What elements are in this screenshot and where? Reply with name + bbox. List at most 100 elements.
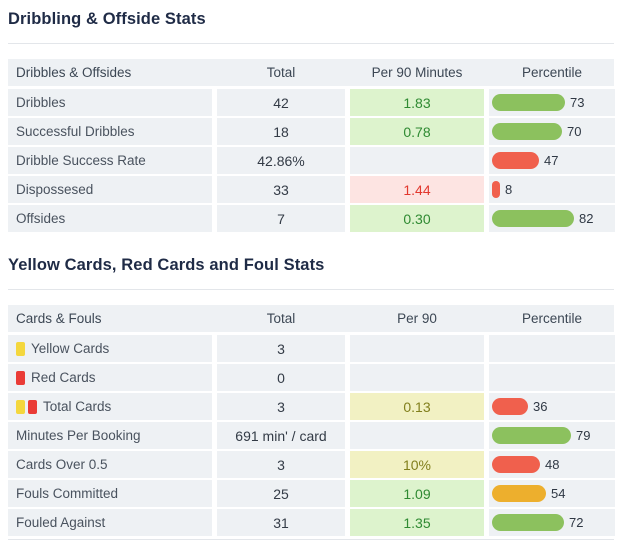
stat-label-cell: Fouls Committed [8, 480, 212, 507]
stat-label-cell: Yellow Cards [8, 335, 212, 362]
card-icons [16, 399, 37, 414]
table-body: Yellow Cards 3 Red Cards 0 [8, 335, 615, 536]
stat-percentile-cell: 8 [489, 176, 615, 203]
table-row: Dribbles 42 1.83 73 [8, 89, 615, 116]
stat-label: Cards Over 0.5 [16, 457, 108, 472]
stat-label-cell: Dribble Success Rate [8, 147, 212, 174]
stat-percentile-cell: 36 [489, 393, 615, 420]
column-header-per90: Per 90 [397, 311, 437, 326]
stat-per90-cell: 0.78 [350, 118, 484, 145]
table-row: Red Cards 0 [8, 364, 615, 391]
stat-percentile-cell: 48 [489, 451, 615, 478]
yellow-card-icon [16, 399, 25, 414]
table-header-row: Dribbles & Offsides Total Per 90 Minutes… [8, 59, 614, 86]
stat-per90-cell [350, 364, 484, 391]
table-row: Offsides 7 0.30 82 [8, 205, 615, 232]
stat-total-cell: 31 [217, 509, 345, 536]
stat-percentile-cell: 79 [489, 422, 615, 449]
percentile-bar [492, 514, 564, 531]
percentile-bar [492, 210, 574, 227]
column-header-stat: Dribbles & Offsides [16, 65, 132, 80]
stat-label-cell: Dispossesed [8, 176, 212, 203]
column-header-total: Total [266, 65, 296, 80]
sections-root: Dribbling & Offside Stats Dribbles & Off… [8, 9, 615, 536]
stat-total-cell: 691 min' / card [217, 422, 345, 449]
stat-per90-cell [350, 335, 484, 362]
table-header-row: Cards & Fouls Total Per 90 Percentile [8, 305, 614, 332]
stat-label-cell: Successful Dribbles [8, 118, 212, 145]
column-header-per90: Per 90 Minutes [371, 65, 463, 80]
stat-label: Fouls Committed [16, 486, 119, 501]
percentile-bar [492, 123, 562, 140]
stat-label-cell: Cards Over 0.5 [8, 451, 212, 478]
stat-label-cell: Total Cards [8, 393, 212, 420]
percentile-value: 79 [576, 428, 591, 443]
column-header-percentile: Percentile [521, 65, 583, 80]
stats-section: Yellow Cards, Red Cards and Foul Stats C… [8, 255, 615, 536]
stat-label: Total Cards [43, 399, 112, 414]
percentile-bar [492, 427, 571, 444]
stat-label-cell: Red Cards [8, 364, 212, 391]
table-row: Fouled Against 31 1.35 72 [8, 509, 615, 536]
stat-label: Offsides [16, 211, 66, 226]
card-icons [16, 341, 25, 356]
percentile-bar [492, 398, 528, 415]
stats-section: Dribbling & Offside Stats Dribbles & Off… [8, 9, 615, 232]
stat-label: Red Cards [31, 370, 96, 385]
bottom-divider [8, 539, 614, 540]
stat-per90-cell: 1.44 [350, 176, 484, 203]
card-icons [16, 370, 25, 385]
red-card-icon [28, 399, 37, 414]
stat-percentile-cell: 72 [489, 509, 615, 536]
percentile-bar [492, 94, 565, 111]
table-body: Dribbles 42 1.83 73 Successful Dribbles … [8, 89, 615, 232]
percentile-value: 8 [505, 182, 513, 197]
stat-total-cell: 18 [217, 118, 345, 145]
table-row: Dispossesed 33 1.44 8 [8, 176, 615, 203]
percentile-value: 54 [551, 486, 566, 501]
stat-total-cell: 42 [217, 89, 345, 116]
stat-total-cell: 3 [217, 451, 345, 478]
table-row: Dribble Success Rate 42.86% 47 [8, 147, 615, 174]
percentile-bar [492, 181, 500, 198]
stat-label-cell: Offsides [8, 205, 212, 232]
table-row: Cards Over 0.5 3 10% 48 [8, 451, 615, 478]
column-header-stat: Cards & Fouls [16, 311, 102, 326]
stat-per90-cell: 1.09 [350, 480, 484, 507]
stat-per90-cell: 1.35 [350, 509, 484, 536]
column-header-percentile: Percentile [521, 311, 583, 326]
table-row: Total Cards 3 0.13 36 [8, 393, 615, 420]
stat-label: Successful Dribbles [16, 124, 135, 139]
stat-percentile-cell [489, 364, 615, 391]
percentile-bar [492, 456, 540, 473]
stat-percentile-cell: 47 [489, 147, 615, 174]
stat-percentile-cell [489, 335, 615, 362]
percentile-value: 48 [545, 457, 560, 472]
stat-label: Minutes Per Booking [16, 428, 141, 443]
stat-total-cell: 3 [217, 335, 345, 362]
stat-total-cell: 3 [217, 393, 345, 420]
stat-label-cell: Minutes Per Booking [8, 422, 212, 449]
stat-label: Yellow Cards [31, 341, 110, 356]
stat-percentile-cell: 54 [489, 480, 615, 507]
stat-percentile-cell: 82 [489, 205, 615, 232]
table-row: Minutes Per Booking 691 min' / card 79 [8, 422, 615, 449]
percentile-value: 73 [570, 95, 585, 110]
red-card-icon [16, 370, 25, 385]
section-divider [8, 43, 614, 44]
stat-label: Dribble Success Rate [16, 153, 146, 168]
table-row: Fouls Committed 25 1.09 54 [8, 480, 615, 507]
percentile-value: 82 [579, 211, 594, 226]
percentile-bar [492, 152, 539, 169]
stat-percentile-cell: 73 [489, 89, 615, 116]
stats-table: Dribbles & Offsides Total Per 90 Minutes… [8, 59, 615, 232]
stat-per90-cell: 10% [350, 451, 484, 478]
table-row: Yellow Cards 3 [8, 335, 615, 362]
percentile-value: 47 [544, 153, 559, 168]
percentile-bar [492, 485, 546, 502]
stat-total-cell: 25 [217, 480, 345, 507]
table-row: Successful Dribbles 18 0.78 70 [8, 118, 615, 145]
stats-table: Cards & Fouls Total Per 90 Percentile Ye… [8, 305, 615, 536]
stat-total-cell: 7 [217, 205, 345, 232]
percentile-value: 70 [567, 124, 582, 139]
